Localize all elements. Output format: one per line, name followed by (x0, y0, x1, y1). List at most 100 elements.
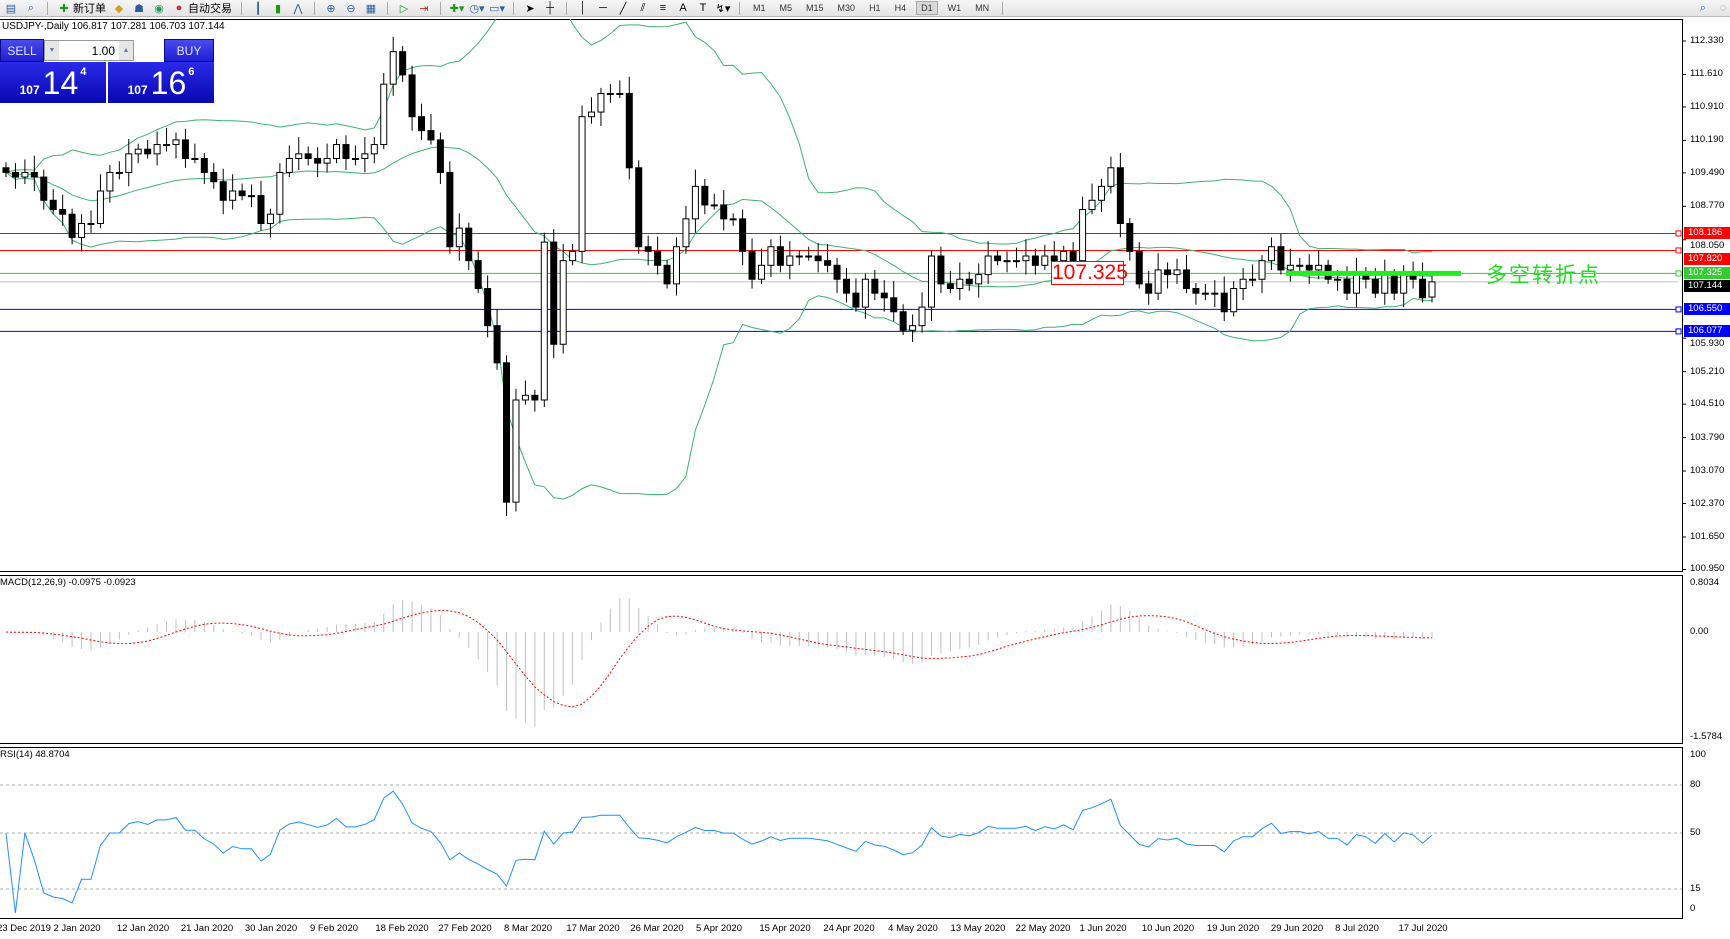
macd-signal-line (5, 609, 1433, 708)
signal-icon[interactable]: ◉ (154, 2, 164, 15)
indicators-icon[interactable]: ✚▾ (449, 2, 465, 15)
vertical-line-icon[interactable]: │ (579, 2, 587, 14)
tile-windows-icon[interactable]: ▦ (365, 2, 377, 15)
rsi-panel[interactable] (0, 747, 1683, 919)
candle-body (1182, 269, 1190, 290)
timeframe-m1[interactable]: M1 (753, 3, 766, 13)
print-preview-icon[interactable]: ▤ (5, 2, 17, 15)
timeframe-mn[interactable]: MN (975, 3, 990, 13)
candle-body (200, 157, 208, 173)
candle-body (455, 227, 463, 248)
candle-body (285, 157, 293, 173)
cursor-icon[interactable]: ➤ (525, 2, 535, 15)
autotrading-button[interactable]: ● 自动交易 (172, 0, 232, 16)
date-axis-label: 4 May 2020 (888, 923, 938, 934)
navigator-icon[interactable]: ☗ (134, 2, 144, 15)
candle-body (654, 250, 662, 266)
autoscroll-icon[interactable]: ▷ (399, 2, 409, 15)
timeframe-m5[interactable]: M5 (779, 3, 793, 13)
timeframe-m15[interactable]: M15 (806, 3, 824, 13)
macd-panel[interactable] (0, 575, 1683, 744)
metaeditor-icon[interactable]: ◆ (114, 2, 124, 15)
candle-body (248, 195, 256, 198)
toolbar-separator (387, 1, 388, 15)
candle-body (739, 218, 747, 252)
buy-button[interactable]: BUY (164, 39, 214, 62)
candle-body (266, 213, 274, 225)
macd-axis-label: -1.5784 (1690, 731, 1723, 742)
timeframe-d1[interactable]: D1 (916, 1, 938, 15)
date-axis-label: 10 Jun 2020 (1141, 923, 1195, 934)
text-label-icon[interactable]: T (699, 2, 707, 14)
line-chart-icon[interactable]: ⋀ (293, 2, 303, 15)
templates-icon[interactable]: ▭▾ (489, 2, 505, 15)
price-axis-label: 105.930 (1690, 338, 1725, 350)
candle-body (465, 227, 473, 262)
main-plot (0, 19, 1682, 517)
zoom-icon[interactable]: ⌕ (27, 1, 35, 14)
candle-body (1022, 255, 1030, 262)
bar-chart-icon[interactable]: ┃ (254, 2, 262, 15)
price-axis-label: 102.370 (1690, 497, 1725, 509)
sell-price[interactable]: 107 14 4 (0, 62, 106, 103)
crosshair-icon[interactable]: ┼ (546, 2, 554, 14)
candle-body (295, 153, 303, 159)
sell-price-pips: 14 (42, 65, 79, 101)
rsi-line (5, 790, 1433, 914)
candle-body (1079, 209, 1087, 262)
equidistant-channel-icon[interactable]: ⫽ (640, 1, 646, 14)
search-icon[interactable]: ⌕ (1699, 1, 1707, 14)
toolbar-separator (241, 1, 242, 15)
rsi-axis-label: 15 (1690, 883, 1701, 894)
candle-body (78, 223, 86, 238)
candle-body (1428, 281, 1436, 298)
increase-lot-icon[interactable]: ▲ (119, 41, 133, 60)
candle-body (1211, 292, 1219, 295)
candle-body (323, 157, 331, 164)
candle-body (219, 181, 227, 201)
zoom-out-icon[interactable]: ⊖ (346, 2, 356, 15)
candle-body (1343, 278, 1351, 294)
candlestick-icon[interactable]: ▮ (274, 2, 282, 15)
macd-axis-label: 0.8034 (1690, 577, 1720, 588)
toolbar-separator (47, 1, 48, 15)
date-axis-label: 5 Apr 2020 (696, 923, 742, 934)
lot-size-field[interactable]: ▼ 1.00 ▲ (44, 40, 134, 61)
candle-body (304, 153, 312, 159)
chart-shift-icon[interactable]: ⇥ (419, 2, 429, 15)
trendline-icon[interactable]: ╱ (619, 2, 627, 15)
new-order-button[interactable]: ✚ 新订单 (57, 0, 106, 16)
zoom-in-icon[interactable]: ⊕ (326, 2, 336, 15)
date-axis-label: 15 Apr 2020 (759, 923, 811, 934)
timeframe-h1[interactable]: H1 (869, 3, 881, 13)
decrease-lot-icon[interactable]: ▼ (45, 41, 59, 60)
price-annotation-box[interactable]: 107.325 (1051, 261, 1128, 285)
main-chart-panel[interactable] (0, 19, 1683, 572)
reversal-point-annotation[interactable]: 多空转折点 (1486, 264, 1601, 287)
candle-body (436, 139, 444, 173)
level-handle (1675, 247, 1682, 254)
sell-button[interactable]: SELL (0, 39, 44, 62)
periods-clock-icon[interactable]: ◷▾ (469, 2, 485, 15)
text-icon[interactable]: A (679, 2, 687, 14)
horizontal-line-icon[interactable]: ─ (599, 2, 607, 14)
candle-body (49, 199, 57, 211)
macd-title: MACD(12,26,9) -0.0975 -0.0923 (0, 577, 136, 588)
candle-body (1267, 246, 1275, 262)
arrows-icon[interactable]: ↯▾ (715, 2, 731, 15)
timeframe-w1[interactable]: W1 (947, 3, 962, 13)
candle-body (1390, 274, 1398, 294)
fibonacci-icon[interactable]: ≡ (659, 2, 667, 14)
chat-icon[interactable]: ◌ (1719, 2, 1727, 14)
lot-size-value[interactable]: 1.00 (91, 43, 115, 58)
candle-body (134, 148, 142, 155)
one-click-trading-panel: SELL ▼ 1.00 ▲ BUY 107 14 4 107 16 6 (0, 39, 214, 103)
price-axis-label: 110.910 (1690, 100, 1724, 112)
timeframe-h4[interactable]: H4 (894, 3, 907, 13)
buy-price[interactable]: 107 16 6 (108, 62, 214, 103)
chart-title: USDJPY-,Daily 106.817 107.281 106.703 10… (2, 21, 225, 32)
timeframe-m30[interactable]: M30 (837, 3, 856, 13)
candle-body (512, 399, 520, 503)
candle-body (965, 278, 973, 285)
